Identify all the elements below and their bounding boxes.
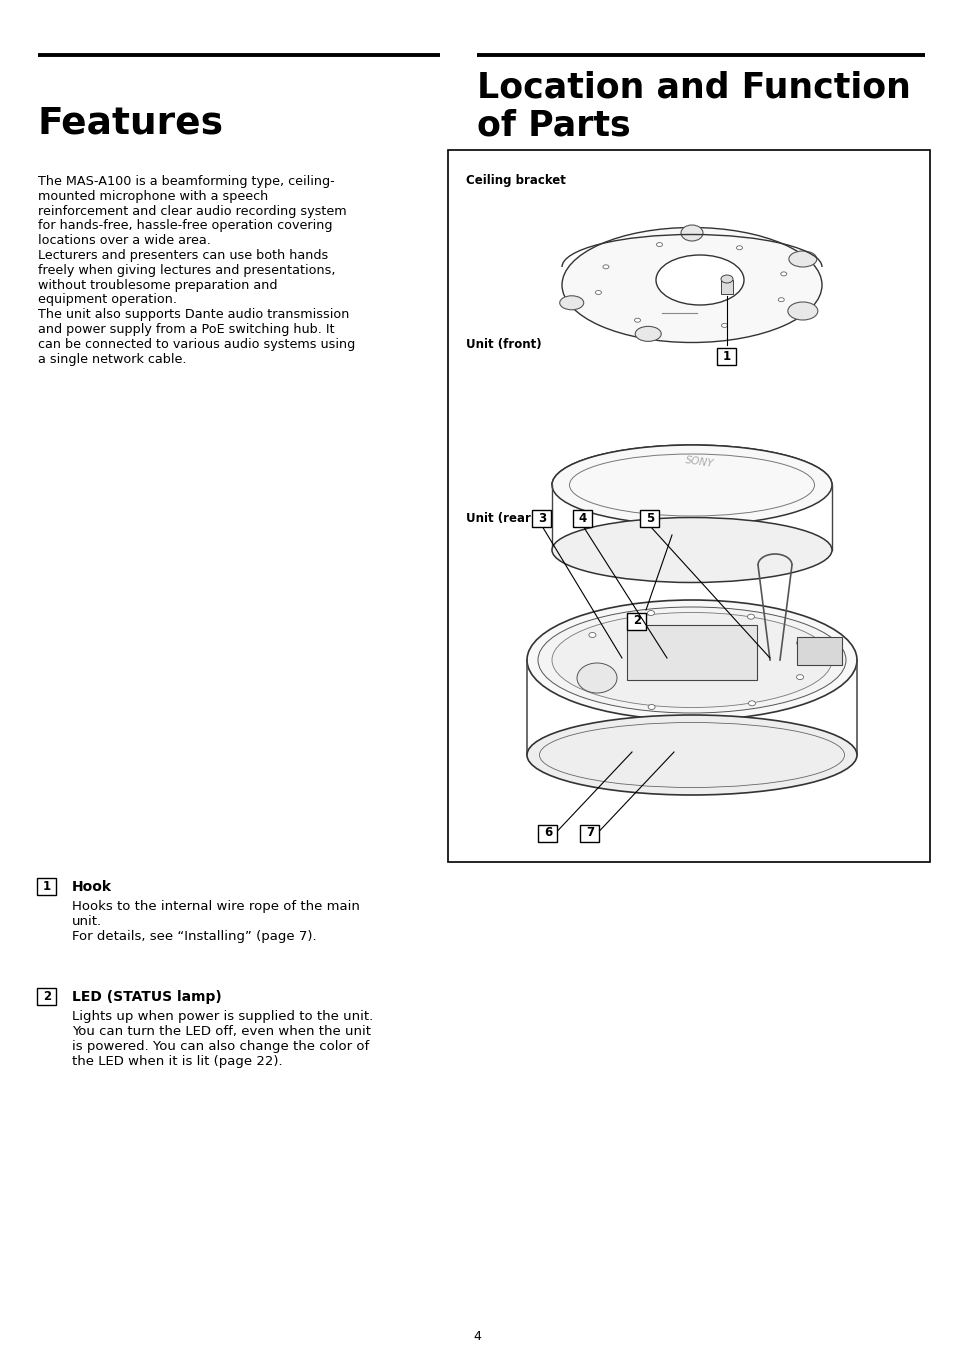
Ellipse shape bbox=[720, 323, 727, 327]
Ellipse shape bbox=[656, 255, 743, 305]
Text: Hook: Hook bbox=[71, 880, 112, 894]
Ellipse shape bbox=[537, 607, 845, 713]
Text: unit.: unit. bbox=[71, 915, 102, 928]
Text: Lights up when power is supplied to the unit.: Lights up when power is supplied to the … bbox=[71, 1011, 373, 1023]
Text: equipment operation.: equipment operation. bbox=[38, 293, 177, 307]
Text: Features: Features bbox=[38, 105, 224, 141]
Text: can be connected to various audio systems using: can be connected to various audio system… bbox=[38, 338, 355, 351]
Ellipse shape bbox=[582, 674, 590, 680]
FancyBboxPatch shape bbox=[626, 626, 757, 680]
Ellipse shape bbox=[736, 246, 741, 250]
Text: reinforcement and clear audio recording system: reinforcement and clear audio recording … bbox=[38, 204, 346, 218]
FancyBboxPatch shape bbox=[717, 347, 736, 365]
Text: Ceiling bracket: Ceiling bracket bbox=[465, 174, 565, 186]
Ellipse shape bbox=[680, 226, 702, 240]
Ellipse shape bbox=[635, 327, 660, 342]
Text: of Parts: of Parts bbox=[476, 108, 630, 142]
Text: 6: 6 bbox=[543, 827, 552, 839]
Ellipse shape bbox=[526, 715, 856, 794]
Ellipse shape bbox=[747, 615, 754, 619]
FancyBboxPatch shape bbox=[573, 509, 592, 527]
Text: 4: 4 bbox=[578, 512, 586, 524]
Text: 1: 1 bbox=[722, 350, 730, 362]
Ellipse shape bbox=[559, 296, 583, 309]
Ellipse shape bbox=[787, 303, 817, 320]
Ellipse shape bbox=[577, 663, 617, 693]
Ellipse shape bbox=[647, 611, 654, 616]
Ellipse shape bbox=[552, 612, 831, 708]
Text: 2: 2 bbox=[632, 615, 640, 627]
Text: LED (STATUS lamp): LED (STATUS lamp) bbox=[71, 990, 221, 1004]
Text: 1: 1 bbox=[43, 880, 51, 893]
Text: without troublesome preparation and: without troublesome preparation and bbox=[38, 278, 277, 292]
Ellipse shape bbox=[778, 297, 783, 301]
FancyBboxPatch shape bbox=[639, 509, 659, 527]
Text: The MAS-A100 is a beamforming type, ceiling-: The MAS-A100 is a beamforming type, ceil… bbox=[38, 176, 335, 188]
Text: for hands-free, hassle-free operation covering: for hands-free, hassle-free operation co… bbox=[38, 219, 333, 232]
Text: SONY: SONY bbox=[684, 455, 714, 469]
Text: Location and Function: Location and Function bbox=[476, 70, 910, 104]
FancyBboxPatch shape bbox=[448, 150, 929, 862]
Text: locations over a wide area.: locations over a wide area. bbox=[38, 234, 211, 247]
FancyBboxPatch shape bbox=[37, 988, 56, 1005]
Text: is powered. You can also change the color of: is powered. You can also change the colo… bbox=[71, 1040, 369, 1052]
Text: 2: 2 bbox=[43, 989, 51, 1002]
Ellipse shape bbox=[656, 243, 661, 247]
Text: the LED when it is lit (page 22).: the LED when it is lit (page 22). bbox=[71, 1055, 282, 1069]
Text: Lecturers and presenters can use both hands: Lecturers and presenters can use both ha… bbox=[38, 249, 328, 262]
Ellipse shape bbox=[552, 517, 831, 582]
Text: mounted microphone with a speech: mounted microphone with a speech bbox=[38, 189, 268, 203]
Ellipse shape bbox=[595, 290, 600, 295]
Ellipse shape bbox=[634, 319, 639, 323]
FancyBboxPatch shape bbox=[627, 612, 646, 630]
Bar bbox=[796, 638, 841, 665]
Text: For details, see “Installing” (page 7).: For details, see “Installing” (page 7). bbox=[71, 929, 316, 943]
Text: 5: 5 bbox=[645, 512, 654, 524]
Text: 4: 4 bbox=[473, 1329, 480, 1343]
Ellipse shape bbox=[788, 251, 816, 267]
Ellipse shape bbox=[552, 444, 831, 526]
Ellipse shape bbox=[796, 640, 802, 646]
Ellipse shape bbox=[748, 701, 755, 705]
Text: Hooks to the internal wire rope of the main: Hooks to the internal wire rope of the m… bbox=[71, 900, 359, 913]
FancyBboxPatch shape bbox=[37, 878, 56, 894]
Ellipse shape bbox=[647, 704, 655, 709]
Ellipse shape bbox=[602, 265, 608, 269]
Text: freely when giving lectures and presentations,: freely when giving lectures and presenta… bbox=[38, 263, 335, 277]
Ellipse shape bbox=[526, 600, 856, 720]
Ellipse shape bbox=[588, 632, 596, 638]
Text: 7: 7 bbox=[585, 827, 594, 839]
Text: and power supply from a PoE switching hub. It: and power supply from a PoE switching hu… bbox=[38, 323, 335, 336]
FancyBboxPatch shape bbox=[537, 824, 557, 842]
Bar bbox=[720, 280, 732, 295]
Text: a single network cable.: a single network cable. bbox=[38, 353, 186, 366]
Ellipse shape bbox=[796, 674, 802, 680]
Ellipse shape bbox=[561, 227, 821, 343]
Text: The unit also supports Dante audio transmission: The unit also supports Dante audio trans… bbox=[38, 308, 349, 322]
Text: Unit (front): Unit (front) bbox=[465, 338, 541, 351]
Ellipse shape bbox=[780, 272, 786, 276]
Text: 3: 3 bbox=[537, 512, 545, 524]
Text: You can turn the LED off, even when the unit: You can turn the LED off, even when the … bbox=[71, 1025, 371, 1038]
Ellipse shape bbox=[720, 276, 732, 282]
FancyBboxPatch shape bbox=[532, 509, 551, 527]
Text: Unit (rear): Unit (rear) bbox=[465, 512, 536, 526]
FancyBboxPatch shape bbox=[579, 824, 598, 842]
